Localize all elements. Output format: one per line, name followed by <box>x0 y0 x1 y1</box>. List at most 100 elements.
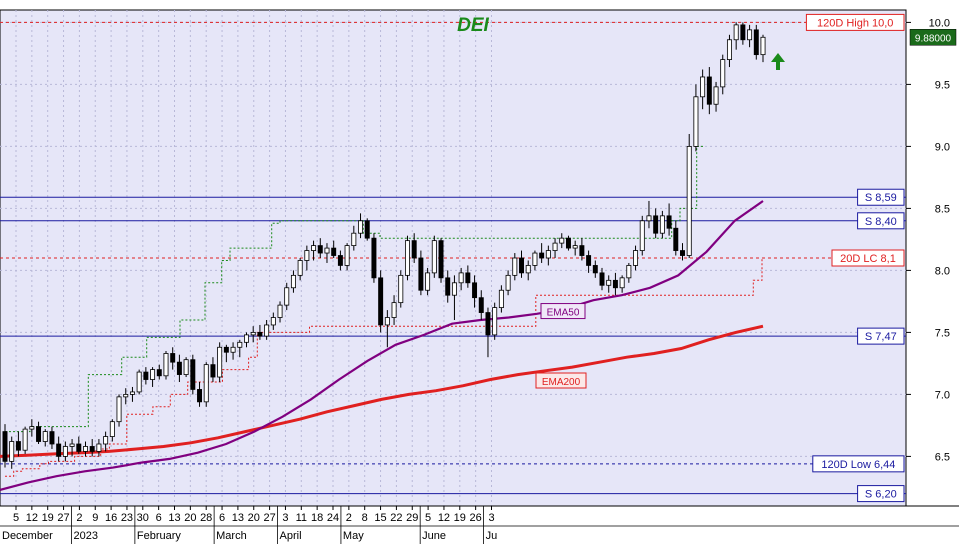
x-tick-label: 26 <box>470 512 482 524</box>
x-tick-label: 29 <box>406 512 418 524</box>
level-label: 120D Low 6,44 <box>821 459 895 471</box>
candle-body <box>163 353 169 377</box>
candle-body <box>311 245 317 251</box>
candle-body <box>572 245 578 249</box>
candle-body <box>666 215 672 229</box>
candle-body <box>96 443 102 452</box>
level-label-box <box>831 249 905 267</box>
candle-body <box>680 250 685 256</box>
candle-body <box>317 245 323 254</box>
candle-body <box>9 441 15 462</box>
candle-body <box>485 312 491 336</box>
candle-body <box>606 279 612 286</box>
level-lines: 120D High 10,0 S 8,59 S 8,40 20D LC 8,1 S 7,… <box>0 13 906 503</box>
x-tick-label: 19 <box>42 512 54 524</box>
x-tick-label: 6 <box>156 512 162 524</box>
trailing-stops <box>5 145 763 477</box>
candle-body <box>109 421 115 437</box>
candle-body <box>619 277 625 289</box>
x-tick-label: 13 <box>168 512 180 524</box>
candle-body <box>156 369 162 377</box>
moving-averages <box>0 200 764 491</box>
level-label-box <box>812 455 905 473</box>
ema50-label-box <box>540 303 586 320</box>
x-tick-label: 5 <box>425 512 431 524</box>
x-tick-label: 9 <box>92 512 98 524</box>
x-tick-label: 20 <box>248 512 260 524</box>
up-arrow-icon <box>771 53 785 70</box>
candle-body <box>431 240 437 274</box>
candle-body <box>36 426 42 442</box>
candle-body <box>344 245 350 266</box>
candle-body <box>726 39 732 60</box>
candle-body <box>539 252 545 259</box>
candle-body <box>190 359 196 390</box>
level-label: S 8,40 <box>865 216 897 228</box>
candle-body <box>599 272 605 286</box>
last-price-box <box>909 29 957 46</box>
candle-body <box>398 274 404 304</box>
x-tick-label: 12 <box>438 512 450 524</box>
candle-body <box>264 324 270 337</box>
candle-body <box>532 252 538 266</box>
x-tick-label: 15 <box>374 512 386 524</box>
candle-body <box>747 29 753 41</box>
candle-body <box>69 443 75 447</box>
x-tick-label: 19 <box>454 512 466 524</box>
x-tick-label: 16 <box>105 512 117 524</box>
candle-body <box>445 277 451 296</box>
candle-body <box>404 240 410 276</box>
candle-body <box>83 446 88 452</box>
candle-body <box>626 265 632 279</box>
candle-body <box>720 59 726 88</box>
level-label: 20D LC 8,1 <box>840 253 896 265</box>
x-axis-background <box>0 506 959 544</box>
candle-body <box>129 391 135 395</box>
candle-body <box>351 232 357 246</box>
x-tick-label: 6 <box>219 512 225 524</box>
candle-body <box>116 396 122 423</box>
y-tick-label: 7.0 <box>935 389 950 401</box>
candle-body <box>391 302 397 318</box>
candle-body <box>673 227 679 251</box>
candle-body <box>418 257 424 291</box>
candle-body <box>713 86 719 105</box>
candle-body <box>498 289 504 308</box>
candle-body <box>29 426 35 430</box>
candle-body <box>612 279 618 289</box>
level-label-box <box>857 188 905 206</box>
candle-body <box>183 359 189 375</box>
candle-body <box>150 369 156 380</box>
candle-body <box>733 24 739 41</box>
candle-body <box>586 255 592 266</box>
x-tick-label: 3 <box>488 512 494 524</box>
candle-body <box>297 260 303 276</box>
candle-body <box>290 274 296 289</box>
candle-body <box>633 250 639 266</box>
candle-body <box>56 443 62 457</box>
candle-body <box>706 76 712 105</box>
x-month-label: Ju <box>486 530 498 542</box>
y-tick-label: 9.5 <box>935 79 950 91</box>
x-tick-label: 2 <box>76 512 82 524</box>
x-tick-label: 12 <box>26 512 38 524</box>
candle-body <box>197 389 203 403</box>
x-tick-label: 22 <box>390 512 402 524</box>
candle-body <box>519 257 524 274</box>
ema200-label: EMA200 <box>542 377 581 388</box>
candle-body <box>465 272 471 284</box>
candle-body <box>753 29 759 56</box>
candle-body <box>659 215 665 234</box>
candle-body <box>284 287 290 306</box>
candle-body <box>15 441 21 451</box>
ema200-label-box <box>535 372 587 389</box>
x-tick-label: 18 <box>311 512 323 524</box>
candle-body <box>364 220 370 239</box>
candle-body <box>565 237 571 249</box>
x-month-label: June <box>422 530 446 542</box>
level-label-box <box>805 13 905 31</box>
candle-body <box>653 215 659 234</box>
x-month-label: May <box>343 530 364 542</box>
